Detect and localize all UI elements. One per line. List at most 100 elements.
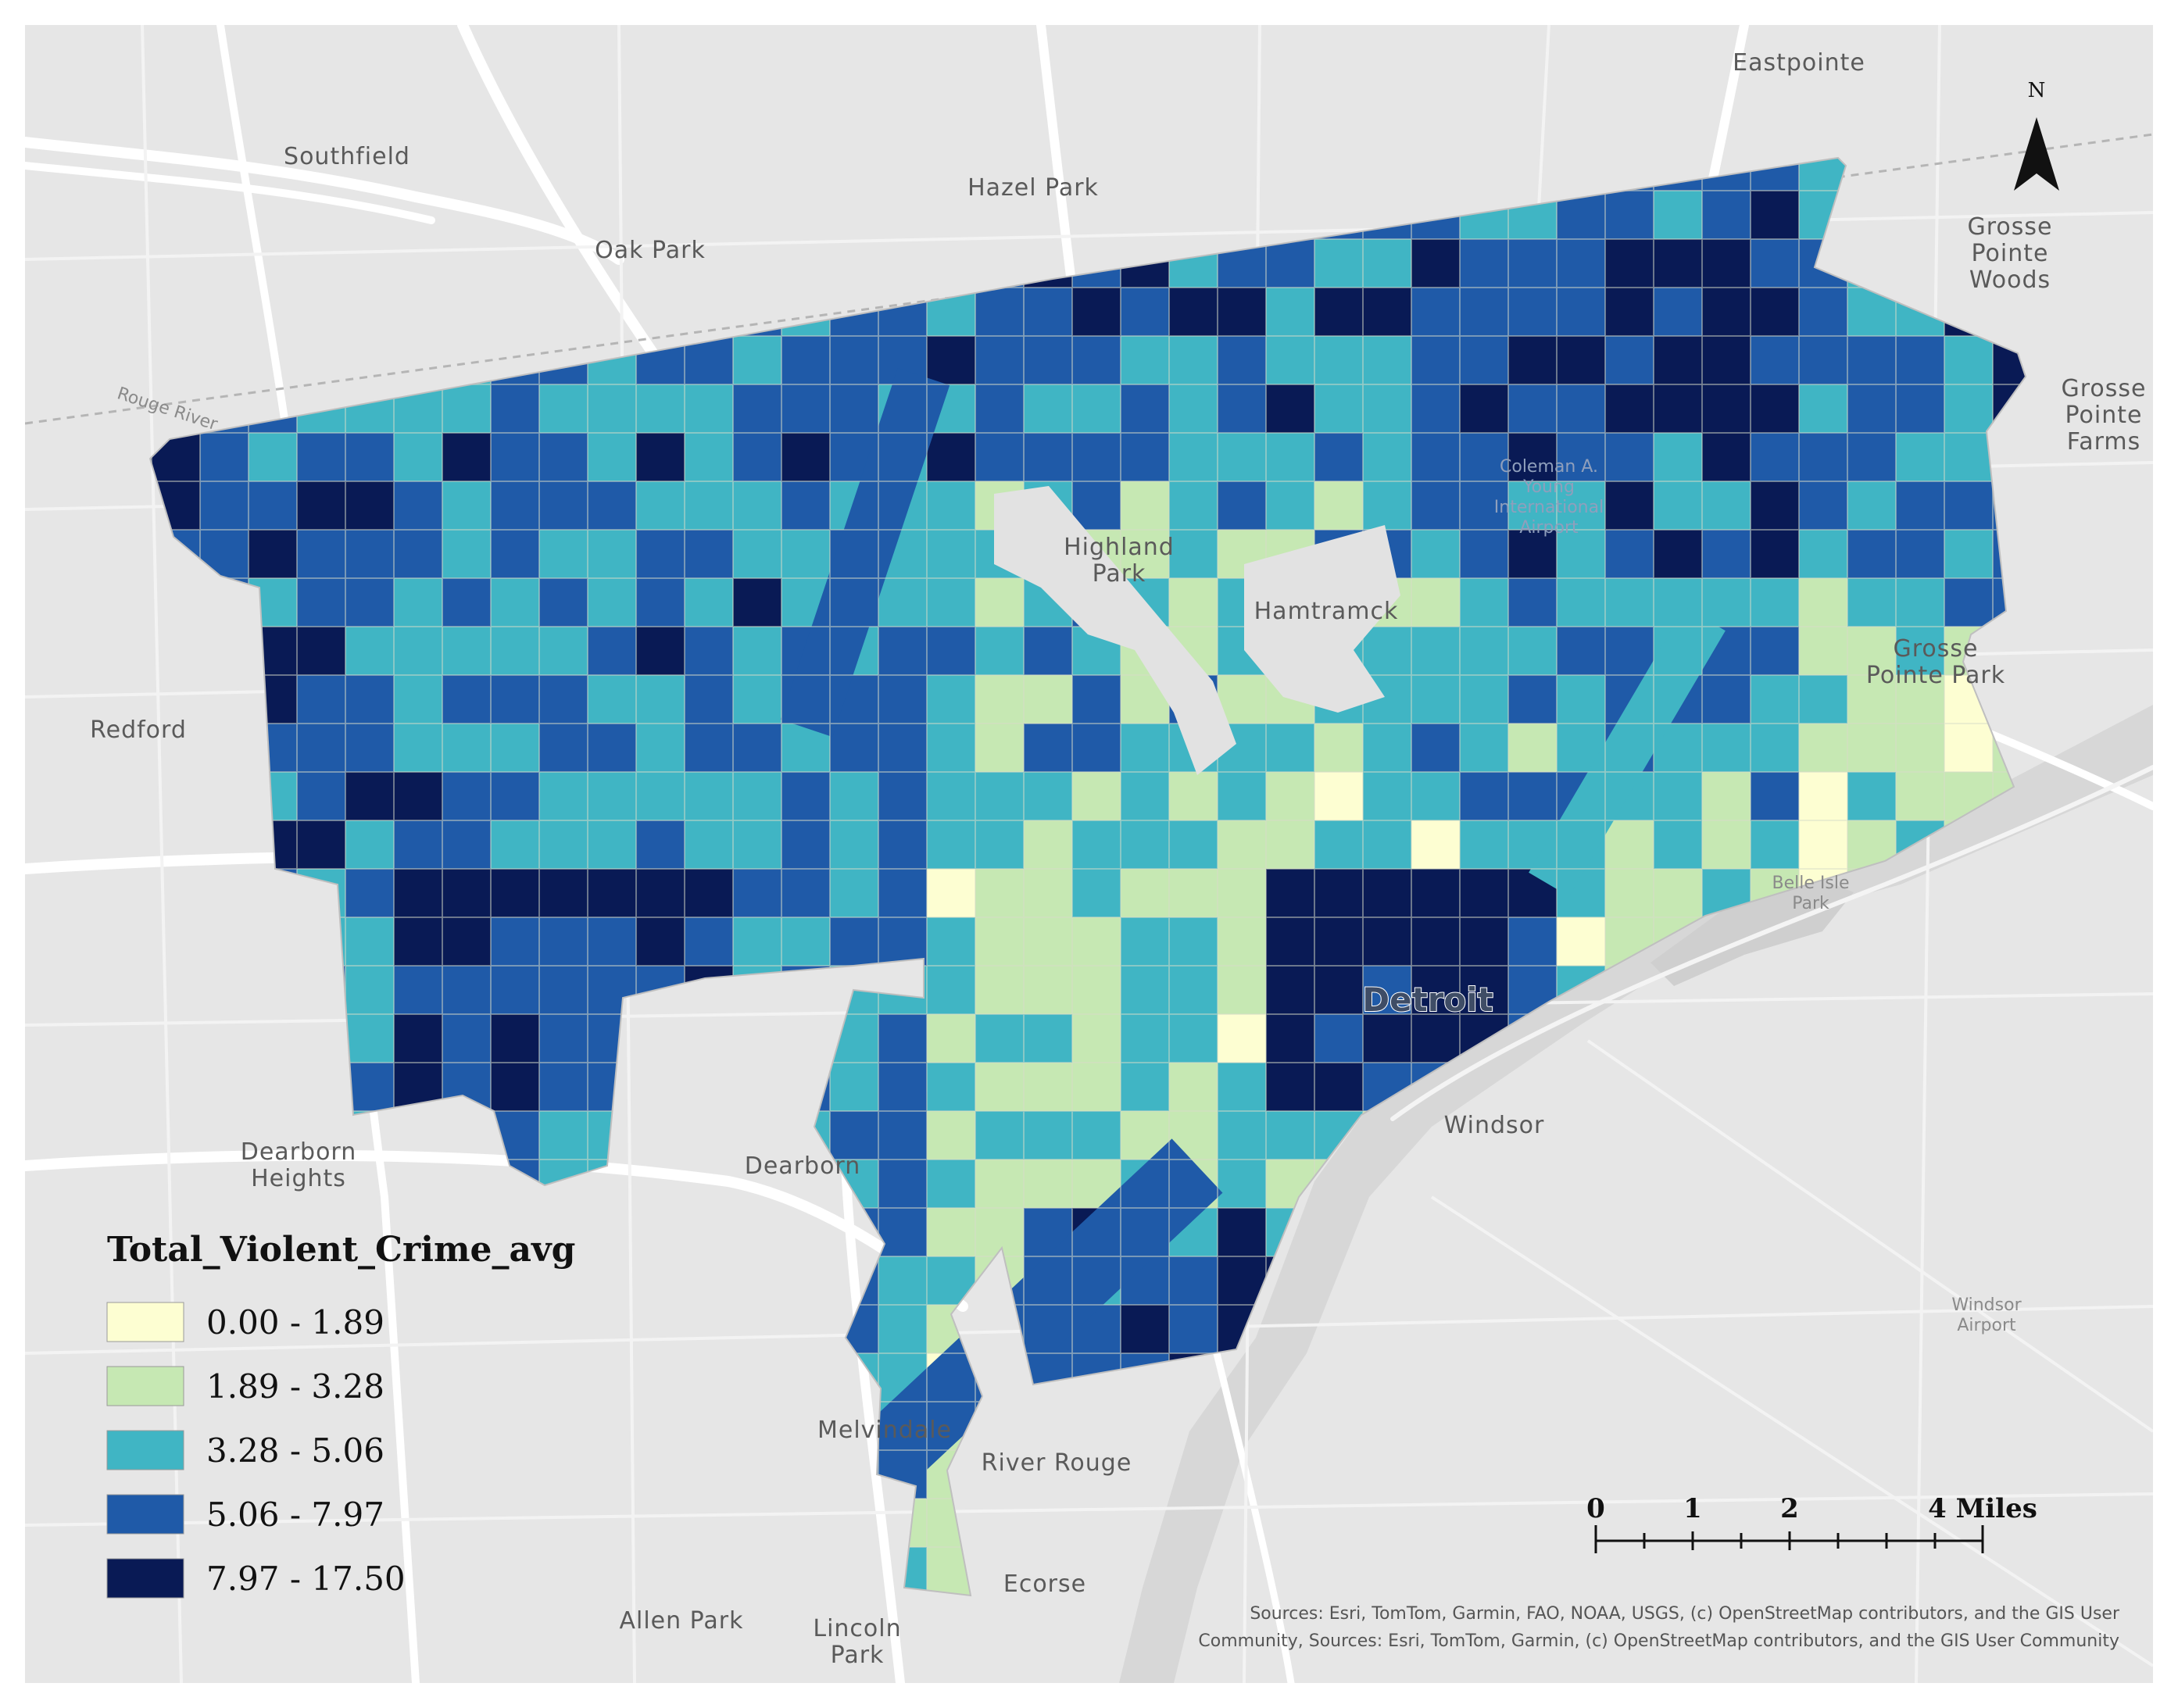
tract-cell <box>975 384 1024 433</box>
tract-cell <box>1847 433 1896 481</box>
place-label-hamtramck: Hamtramck <box>1254 598 1399 625</box>
tract-cell <box>491 772 539 820</box>
tract-cell <box>394 481 442 530</box>
tract-cell <box>781 530 830 578</box>
tract-cell <box>297 578 345 627</box>
tract-cell <box>1702 724 1751 772</box>
tract-cell <box>878 820 927 869</box>
tract-cell <box>733 627 781 675</box>
tract-cell <box>539 384 588 433</box>
place-label-belle-isle-park: Belle Isle Park <box>1772 874 1850 913</box>
tract-cell <box>1072 433 1121 481</box>
detroit-boundary <box>148 156 2027 1597</box>
tract-cell <box>1266 288 1314 336</box>
tract-cell <box>636 530 685 578</box>
tract-cell <box>1605 191 1654 239</box>
tract-cell <box>539 1111 588 1160</box>
tract-cell <box>1121 384 1169 433</box>
tract-cell <box>1218 1160 1266 1208</box>
tract-cell <box>345 1063 394 1111</box>
tract-cell <box>1799 384 1847 433</box>
tract-cell <box>1605 820 1654 869</box>
tract-cell <box>1605 578 1654 627</box>
place-label-coleman-airport: Coleman A. Young International Airport <box>1494 457 1604 538</box>
legend-label-1: 1.89 - 3.28 <box>206 1367 384 1406</box>
tract-cell <box>442 966 491 1014</box>
tract-cell <box>1411 675 1460 724</box>
tract-cell <box>1896 336 1944 384</box>
tract-cell <box>1314 1014 1363 1063</box>
place-label-grosse-pointe-farms: Grosse Pointe Farms <box>2062 375 2147 456</box>
tract-cell <box>1896 530 1944 578</box>
tract-cell <box>975 433 1024 481</box>
tract-cell <box>1169 1063 1218 1111</box>
tract-cell <box>1363 239 1411 288</box>
legend-label-0: 0.00 - 1.89 <box>206 1303 384 1342</box>
tract-cell <box>491 627 539 675</box>
tract-cell <box>1896 433 1944 481</box>
legend-swatch-3 <box>106 1494 184 1535</box>
scale-tick-1: 1 <box>1683 1493 1702 1524</box>
tract-cell <box>1944 481 1993 530</box>
tract-cell <box>1169 917 1218 966</box>
tract-cell <box>830 917 878 966</box>
tract-cell <box>200 481 249 530</box>
tract-cell <box>1121 724 1169 772</box>
tract-cell <box>1169 1256 1218 1305</box>
place-label-grosse-pointe-park: Grosse Pointe Park <box>1866 635 2005 689</box>
tract-cell <box>927 481 975 530</box>
tract-cell <box>927 578 975 627</box>
tract-cell <box>1411 530 1460 578</box>
place-label-southfield: Southfield <box>284 143 410 170</box>
tract-cell <box>297 724 345 772</box>
tract-cell <box>636 481 685 530</box>
tract-cell <box>1218 966 1266 1014</box>
tract-cell <box>1896 772 1944 820</box>
tract-cell <box>345 820 394 869</box>
place-label-grosse-pointe-woods: Grosse Pointe Woods <box>1968 213 2053 294</box>
tract-cell <box>1799 627 1847 675</box>
tract-cell <box>1314 433 1363 481</box>
tract-cell <box>1121 1014 1169 1063</box>
tract-cell <box>1702 820 1751 869</box>
tract-cell <box>394 578 442 627</box>
map-canvas[interactable]: Eastpointe Southfield Hazel Park Oak Par… <box>25 25 2153 1683</box>
tract-cell <box>830 869 878 917</box>
tract-cell <box>1169 578 1218 627</box>
legend-label-2: 3.28 - 5.06 <box>206 1431 384 1470</box>
tract-cell <box>733 384 781 433</box>
tract-cell <box>345 966 394 1014</box>
tract-cell <box>1024 772 1072 820</box>
tract-cell <box>394 869 442 917</box>
tract-cell <box>975 1014 1024 1063</box>
tract-cell <box>1024 336 1072 384</box>
tract-cell <box>1557 675 1605 724</box>
tract-cell <box>1605 481 1654 530</box>
tract-cell <box>1266 1014 1314 1063</box>
tract-cell <box>1024 1063 1072 1111</box>
tract-cell <box>975 917 1024 966</box>
tract-cell <box>1363 433 1411 481</box>
tract-cell <box>1799 530 1847 578</box>
tract-cell <box>1024 288 1072 336</box>
tract-cell <box>781 384 830 433</box>
tract-cell <box>878 869 927 917</box>
tract-cell <box>1654 869 1702 917</box>
tract-cell <box>345 675 394 724</box>
tract-cell <box>297 433 345 481</box>
legend-swatch-4 <box>106 1558 184 1599</box>
tract-cell <box>1363 481 1411 530</box>
tract-cell <box>878 627 927 675</box>
tract-cell <box>539 433 588 481</box>
tract-cell <box>1411 820 1460 869</box>
tract-cell <box>733 481 781 530</box>
tract-cell <box>588 433 636 481</box>
tract-cell <box>1266 1063 1314 1111</box>
tract-cell <box>781 917 830 966</box>
tract-cell <box>1363 724 1411 772</box>
tract-cell <box>830 336 878 384</box>
tract-cell <box>685 384 733 433</box>
tract-cell <box>878 772 927 820</box>
map-frame[interactable]: Eastpointe Southfield Hazel Park Oak Par… <box>25 25 2153 1683</box>
tract-cell <box>1460 433 1508 481</box>
